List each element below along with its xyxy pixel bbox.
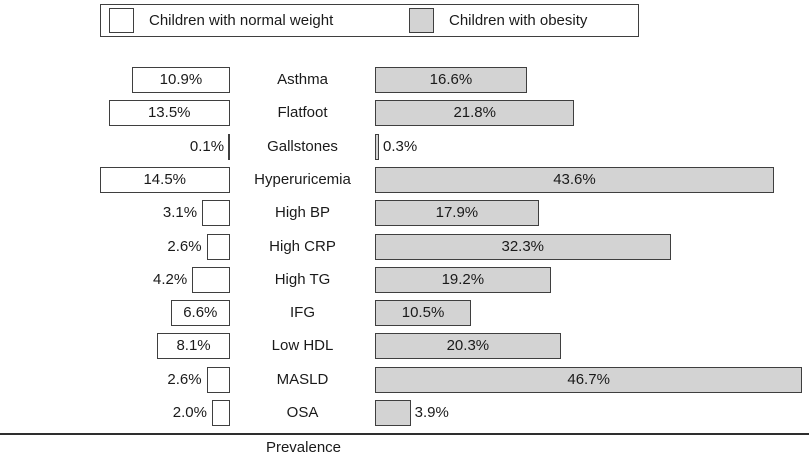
bar-normal-flatfoot — [108, 100, 230, 127]
value-label-normal-ifg: 6.6% — [183, 304, 218, 322]
value-label-obesity-high-crp: 32.3% — [501, 237, 545, 255]
category-label-high-tg: High TG — [274, 270, 331, 288]
category-label-high-bp: High BP — [274, 204, 331, 222]
legend-swatch-normal-weight-icon — [109, 8, 134, 33]
category-label-osa: OSA — [286, 404, 319, 421]
legend: Children with normal weight Children wit… — [100, 4, 639, 37]
legend-label-obesity: Children with obesity — [449, 12, 588, 29]
category-label-low-hdl: Low HDL — [271, 337, 334, 355]
category-label-ifg: IFG — [290, 304, 315, 322]
value-label-normal-high-tg: 4.2% — [152, 270, 188, 288]
bar-obesity-low-hdl — [375, 333, 561, 360]
bar-normal-high-tg — [192, 266, 230, 293]
value-label-obesity-osa: 3.9% — [414, 404, 449, 421]
category-label-flatfoot: Flatfoot — [277, 104, 328, 122]
value-label-obesity-low-hdl: 20.3% — [446, 337, 490, 355]
value-label-normal-hyperuricemia: 14.5% — [143, 170, 187, 188]
bar-obesity-hyperuricemia — [375, 166, 774, 193]
bar-normal-hyperuricemia — [99, 166, 230, 193]
value-label-obesity-ifg: 10.5% — [401, 304, 445, 322]
category-label-masld: MASLD — [276, 370, 329, 388]
bar-normal-ifg — [170, 300, 230, 327]
value-label-obesity-high-tg: 19.2% — [441, 270, 485, 288]
value-label-obesity-flatfoot: 21.8% — [453, 104, 496, 122]
bar-obesity-high-bp — [375, 200, 539, 227]
bar-obesity-osa — [375, 400, 411, 426]
bar-obesity-ifg — [375, 300, 472, 327]
bar-obesity-high-crp — [375, 233, 671, 260]
legend-item-obesity: Children with obesity — [409, 5, 587, 36]
value-label-obesity-gallstones: 0.3% — [383, 137, 418, 155]
legend-swatch-obesity-icon — [409, 8, 434, 33]
value-label-obesity-high-bp: 17.9% — [435, 204, 479, 222]
value-label-normal-low-hdl: 8.1% — [176, 337, 211, 355]
bar-normal-gallstones — [228, 133, 230, 160]
value-label-normal-osa: 2.0% — [172, 404, 207, 421]
category-label-hyperuricemia: Hyperuricemia — [254, 170, 351, 188]
value-label-normal-asthma: 10.9% — [159, 71, 203, 88]
category-label-high-crp: High CRP — [269, 237, 336, 255]
legend-label-normal-weight: Children with normal weight — [149, 12, 334, 29]
bar-obesity-flatfoot — [375, 100, 575, 127]
value-label-normal-high-bp: 3.1% — [162, 204, 198, 222]
bar-normal-high-bp — [202, 200, 230, 227]
value-label-normal-gallstones: 0.1% — [189, 137, 225, 155]
bar-obesity-asthma — [375, 67, 527, 93]
value-label-obesity-asthma: 16.6% — [429, 71, 473, 88]
value-label-obesity-masld: 46.7% — [567, 370, 610, 388]
x-axis-label: Prevalence — [265, 439, 342, 456]
category-label-gallstones: Gallstones — [267, 137, 338, 155]
bar-normal-high-crp — [206, 233, 230, 260]
bar-obesity-gallstones — [375, 133, 379, 160]
bar-normal-masld — [206, 366, 230, 393]
bar-normal-osa — [212, 400, 230, 426]
value-label-obesity-hyperuricemia: 43.6% — [553, 170, 596, 188]
bar-normal-low-hdl — [157, 333, 230, 360]
category-label-asthma: Asthma — [277, 71, 328, 88]
value-label-normal-flatfoot: 13.5% — [147, 104, 191, 122]
bar-obesity-masld — [375, 366, 803, 393]
value-label-normal-high-crp: 2.6% — [167, 237, 202, 255]
value-label-normal-masld: 2.6% — [167, 370, 202, 388]
x-axis-line — [0, 433, 809, 435]
legend-item-normal-weight: Children with normal weight — [109, 5, 333, 36]
bar-obesity-high-tg — [375, 266, 551, 293]
bar-normal-asthma — [131, 67, 230, 93]
